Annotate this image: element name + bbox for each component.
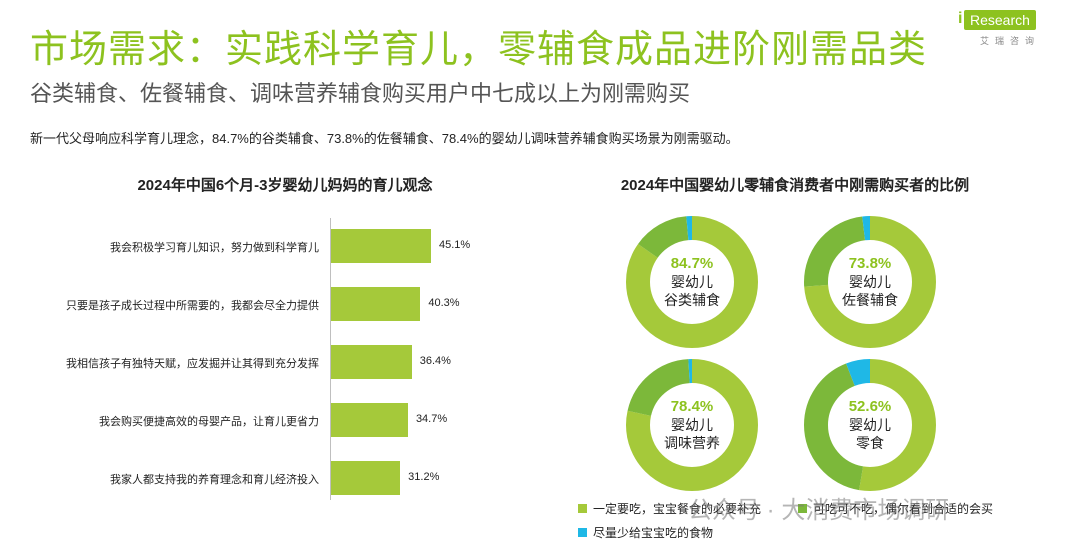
- bar-category-label: 我会积极学习育儿知识，努力做到科学育儿: [110, 242, 319, 254]
- donut: [804, 216, 936, 348]
- legend-item-optional: 可吃可不吃，偶尔看到合适的会买: [798, 500, 993, 517]
- bar-category-label: 我相信孩子有独特天赋，应发掘并让其得到充分发挥: [66, 358, 319, 370]
- donut-percent: 78.4%: [670, 398, 714, 415]
- page-description: 新一代父母响应科学育儿理念，84.7%的谷类辅食、73.8%的佐餐辅食、78.4…: [30, 131, 739, 146]
- donut-label-line1: 婴幼儿: [849, 417, 891, 433]
- bar-value-label: 45.1%: [439, 239, 471, 251]
- bar-category-label: 只要是孩子成长过程中所需要的，我都会尽全力提供: [66, 300, 319, 312]
- donut-label-line2: 谷类辅食: [664, 292, 720, 308]
- donut-label-line2: 零食: [856, 435, 884, 451]
- bar: [331, 403, 408, 437]
- donut-slice: [804, 359, 936, 491]
- bar: [331, 461, 401, 495]
- logo-brand: Research: [964, 10, 1036, 30]
- donut-center-label: 78.4% 婴幼儿调味营养: [637, 398, 747, 452]
- legend-swatch-avoid: [578, 528, 587, 537]
- donut-label-line2: 佐餐辅食: [842, 292, 898, 308]
- donut-percent: 84.7%: [670, 255, 714, 272]
- donut-slice: [804, 359, 936, 491]
- legend-item-must-eat: 一定要吃，宝宝餐食的必要补充: [578, 500, 761, 517]
- legend-swatch-optional: [798, 504, 807, 513]
- donut: [626, 216, 758, 348]
- bar-chart-title: 2024年中国6个月-3岁婴幼儿妈妈的育儿观念: [137, 177, 433, 194]
- bar: [331, 287, 421, 321]
- donut-percent: 52.6%: [848, 398, 892, 415]
- bar-value-label: 36.4%: [419, 355, 451, 367]
- bar-value-label: 40.3%: [428, 297, 460, 309]
- donut-slice: [804, 216, 936, 348]
- donut-slice: [626, 216, 758, 348]
- legend-label-must-eat: 一定要吃，宝宝餐食的必要补充: [593, 502, 762, 516]
- bar-value-label: 31.2%: [408, 471, 440, 483]
- watermark: 公众号 · 大消费市场调研: [688, 497, 950, 524]
- logo-subtitle: 艾瑞咨询: [980, 36, 1041, 46]
- bar-chart-axis: [330, 218, 331, 500]
- donut: [804, 359, 936, 491]
- legend-item-avoid: 尽量少给宝宝吃的食物: [578, 524, 713, 541]
- donut-label-line2: 调味营养: [664, 435, 720, 451]
- bar-value-label: 34.7%: [415, 413, 448, 425]
- legend-label-optional: 可吃可不吃，偶尔看到合适的会买: [813, 502, 994, 516]
- donut-chart-title: 2024年中国婴幼儿零辅食消费者中刚需购买者的比例: [620, 177, 970, 194]
- donut-label-line1: 婴幼儿: [671, 417, 713, 433]
- donut-percent: 73.8%: [848, 255, 892, 272]
- bar: [331, 229, 431, 263]
- bar-category-label: 我家人都支持我的养育理念和育儿经济投入: [110, 474, 319, 486]
- donut-slice: [804, 216, 936, 348]
- donut-center-label: 52.6% 婴幼儿零食: [815, 398, 925, 452]
- donut-label-line1: 婴幼儿: [671, 274, 713, 290]
- donut-label-line1: 婴幼儿: [849, 274, 891, 290]
- legend-swatch-must-eat: [578, 504, 587, 513]
- donut: [626, 359, 758, 491]
- bar: [331, 345, 412, 379]
- bar-category-label: 我会购买便捷高效的母婴产品，让育儿更省力: [99, 416, 319, 428]
- legend-label-avoid: 尽量少给宝宝吃的食物: [593, 526, 714, 540]
- donut-center-label: 73.8% 婴幼儿佐餐辅食: [815, 255, 925, 309]
- donut-center-label: 84.7% 婴幼儿谷类辅食: [637, 255, 747, 309]
- donut-slice: [626, 359, 758, 491]
- page-title: 市场需求：实践科学育儿，零辅食成品进阶刚需品类: [30, 29, 928, 71]
- logo-i: i: [958, 10, 963, 27]
- page-subtitle: 谷类辅食、佐餐辅食、调味营养辅食购买用户中七成以上为刚需购买: [30, 81, 691, 106]
